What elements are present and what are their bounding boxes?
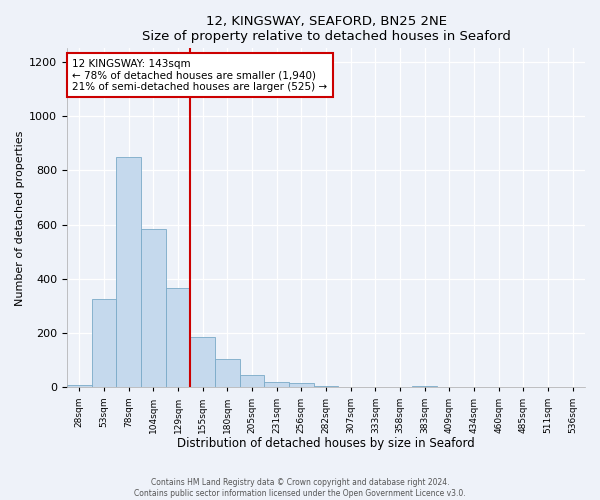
Bar xyxy=(265,382,289,388)
Text: 12 KINGSWAY: 143sqm
← 78% of detached houses are smaller (1,940)
21% of semi-det: 12 KINGSWAY: 143sqm ← 78% of detached ho… xyxy=(72,58,328,92)
Bar xyxy=(116,158,141,388)
Bar xyxy=(314,386,338,388)
Bar xyxy=(166,288,190,388)
Bar xyxy=(141,230,166,388)
Bar xyxy=(92,300,116,388)
Title: 12, KINGSWAY, SEAFORD, BN25 2NE
Size of property relative to detached houses in : 12, KINGSWAY, SEAFORD, BN25 2NE Size of … xyxy=(142,15,511,43)
Bar xyxy=(215,360,239,388)
Bar xyxy=(67,384,92,388)
Text: Contains HM Land Registry data © Crown copyright and database right 2024.
Contai: Contains HM Land Registry data © Crown c… xyxy=(134,478,466,498)
Bar xyxy=(412,386,437,388)
Y-axis label: Number of detached properties: Number of detached properties xyxy=(15,130,25,306)
Bar xyxy=(190,337,215,388)
X-axis label: Distribution of detached houses by size in Seaford: Distribution of detached houses by size … xyxy=(177,437,475,450)
Bar xyxy=(239,375,265,388)
Bar xyxy=(289,384,314,388)
